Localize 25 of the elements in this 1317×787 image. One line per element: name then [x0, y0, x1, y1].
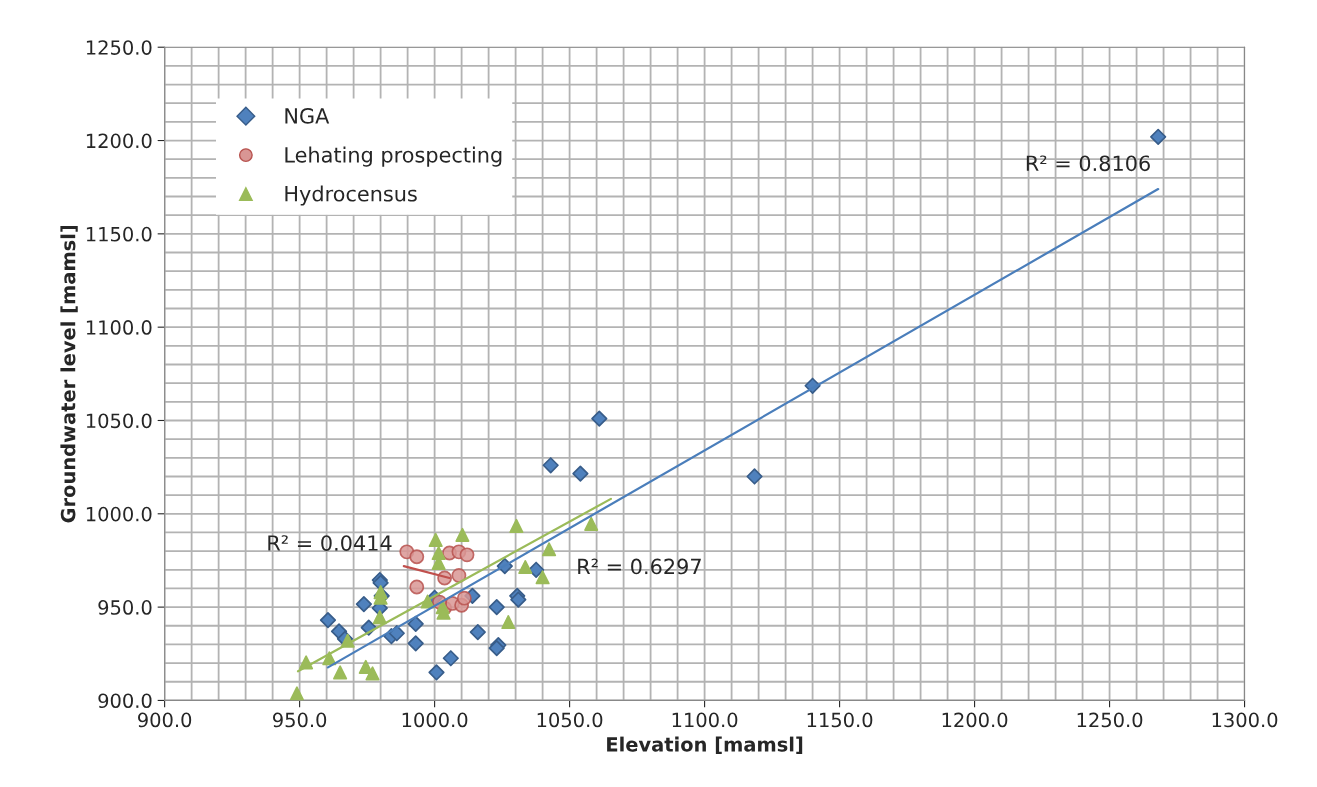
annotation: R² = 0.6297 — [578, 558, 701, 575]
y-axis-title: Groundwater level [mamsl] — [60, 225, 78, 523]
x-tick-label: 1050.0 — [537, 712, 603, 728]
y-tick-label: 1250.0 — [86, 40, 152, 55]
y-tick-label: 1100.0 — [86, 320, 152, 335]
legend-label: Hydrocensus — [285, 185, 417, 206]
x-tick-label: 1250.0 — [1077, 712, 1143, 728]
y-tick-label: 1050.0 — [86, 413, 152, 429]
legend-label: NGA — [285, 108, 330, 124]
y-tick-label: 1150.0 — [86, 226, 152, 242]
x-tick-label: 1150.0 — [807, 712, 873, 728]
x-axis-title: Elevation [mamsl] — [607, 736, 803, 754]
x-tick-label: 900.0 — [138, 712, 192, 728]
y-tick-label: 900.0 — [98, 693, 152, 709]
y-tick-label: 1200.0 — [86, 133, 152, 149]
x-tick-label: 1000.0 — [402, 712, 468, 728]
x-tick-label: 1100.0 — [672, 712, 738, 728]
y-tick-label: 950.0 — [98, 600, 152, 615]
legend-label: Lehating prospecting — [285, 146, 502, 167]
annotation: R² = 0.8106 — [1026, 155, 1150, 172]
annotation: R² = 0.0414 — [268, 535, 392, 551]
x-tick-label: 950.0 — [273, 712, 327, 728]
x-tick-label: 1300.0 — [1212, 712, 1278, 728]
x-tick-label: 1200.0 — [942, 712, 1008, 728]
y-tick-label: 1000.0 — [86, 506, 152, 522]
